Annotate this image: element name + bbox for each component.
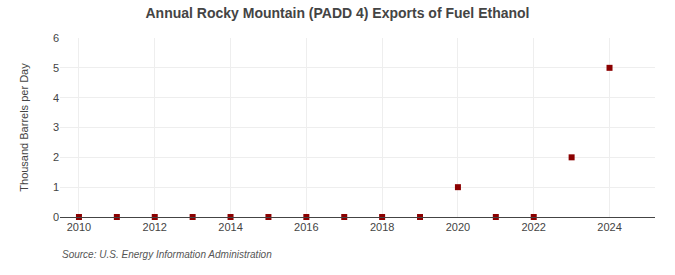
svg-text:2022: 2022 (521, 221, 545, 233)
svg-text:4: 4 (53, 92, 59, 104)
svg-text:2024: 2024 (597, 221, 621, 233)
svg-text:1: 1 (53, 181, 59, 193)
svg-text:2010: 2010 (67, 221, 91, 233)
svg-text:2014: 2014 (218, 221, 242, 233)
svg-text:Source: U.S. Energy Informatio: Source: U.S. Energy Information Administ… (62, 249, 272, 260)
svg-text:2012: 2012 (143, 221, 167, 233)
svg-text:2: 2 (53, 151, 59, 163)
svg-text:5: 5 (53, 62, 59, 74)
svg-text:0: 0 (53, 211, 59, 223)
svg-text:6: 6 (53, 32, 59, 44)
svg-text:2018: 2018 (370, 221, 394, 233)
svg-text:3: 3 (53, 121, 59, 133)
svg-text:Annual Rocky Mountain (PADD 4): Annual Rocky Mountain (PADD 4) Exports o… (146, 5, 530, 21)
svg-text:2020: 2020 (446, 221, 470, 233)
svg-text:2016: 2016 (294, 221, 318, 233)
svg-text:Thousand Barrels per Day: Thousand Barrels per Day (18, 63, 30, 192)
